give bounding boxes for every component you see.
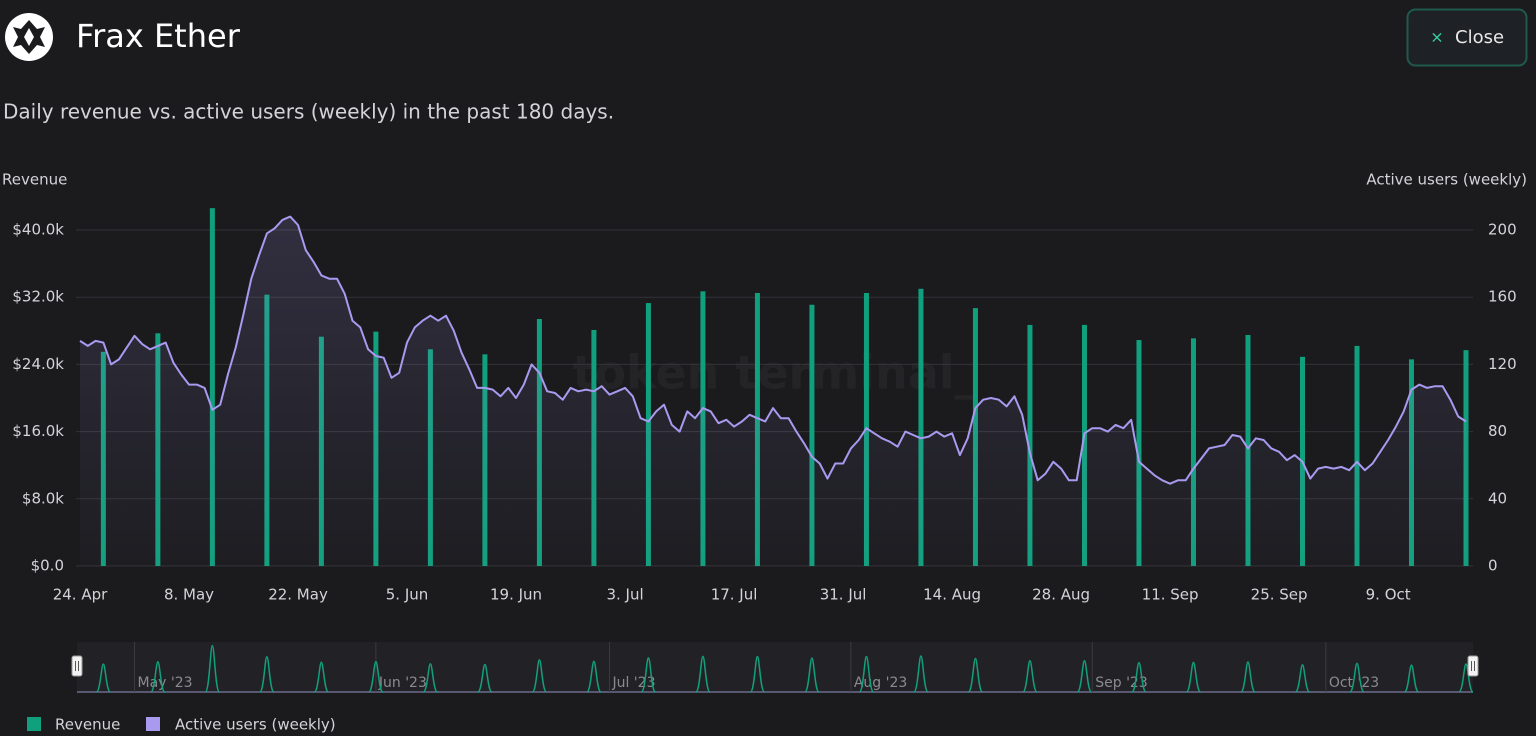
x-tick-label: 31. Jul <box>820 586 867 604</box>
navigator-bump <box>150 661 166 693</box>
navigator-bump <box>1349 662 1365 693</box>
x-tick-label: 11. Sep <box>1142 586 1199 604</box>
navigator-bump <box>749 655 766 693</box>
chart-subtitle: Daily revenue vs. active users (weekly) … <box>3 100 614 124</box>
close-icon: × <box>1430 28 1443 47</box>
navigator-handle[interactable] <box>71 655 83 677</box>
navigator-bump <box>1131 661 1147 693</box>
legend-label[interactable]: Revenue <box>55 716 120 734</box>
y2-tick-label: 120 <box>1488 355 1517 373</box>
legend-swatch[interactable] <box>27 717 41 731</box>
y-axis-title: Revenue <box>2 171 67 189</box>
navigator-bump <box>259 656 275 693</box>
close-button[interactable]: × Close <box>1406 8 1528 67</box>
line <box>79 215 1467 485</box>
navigator-bump <box>313 661 330 693</box>
x-tick-label: 24. Apr <box>53 586 108 604</box>
x-tick-label: 19. Jun <box>490 586 542 604</box>
navigator-bump <box>1403 664 1420 693</box>
bar <box>209 208 215 566</box>
y2-tick-label: 200 <box>1488 221 1517 239</box>
navigator-bump <box>531 659 548 693</box>
navigator-bump <box>1022 659 1038 693</box>
navigator-handle-body <box>71 655 83 677</box>
y2-tick-label: 40 <box>1488 489 1507 507</box>
x-tick-label: 22. May <box>268 586 328 604</box>
x-tick-label: 8. May <box>164 586 214 604</box>
y-tick-label: $24.0k <box>12 355 64 373</box>
plot <box>76 208 1473 567</box>
y2-tick-label: 0 <box>1488 557 1498 575</box>
y-tick-label: $40.0k <box>12 221 64 239</box>
navigator-bump <box>695 655 711 693</box>
x-tick-label: 14. Aug <box>923 586 981 604</box>
page-title: Frax Ether <box>76 17 241 55</box>
navigator-label: Jun '23 <box>378 675 427 691</box>
y2-tick-label: 80 <box>1488 422 1507 440</box>
bar <box>809 304 815 566</box>
logo <box>5 13 53 61</box>
y-tick-label: $32.0k <box>12 288 64 306</box>
bar <box>1190 338 1196 566</box>
navigator-bump <box>1458 663 1474 693</box>
navigator-bump <box>95 663 112 693</box>
navigator-bump <box>586 660 602 693</box>
navigator-handle-body <box>1467 655 1479 677</box>
navigator-bump <box>1076 659 1093 693</box>
navigator-bump <box>1294 664 1311 693</box>
line-area <box>80 216 1466 566</box>
navigator-bump <box>204 644 221 693</box>
navigator-label: Sep '23 <box>1095 675 1148 691</box>
navigator-bump <box>1185 661 1202 693</box>
navigator-label: May '23 <box>138 675 193 691</box>
navigator-handle[interactable] <box>1467 655 1479 677</box>
x-tick-label: 17. Jul <box>711 586 758 604</box>
watermark: token terminal_ <box>572 346 977 400</box>
y-tick-label: $16.0k <box>12 422 64 440</box>
x-tick-label: 5. Jun <box>386 586 429 604</box>
navigator-bump <box>804 657 820 693</box>
navigator[interactable] <box>77 642 1473 693</box>
x-tick-label: 9. Oct <box>1366 586 1411 604</box>
navigator-label: Jul '23 <box>611 675 655 691</box>
legend-swatch[interactable] <box>146 717 160 731</box>
bar <box>1136 340 1142 566</box>
navigator-bump <box>1240 661 1256 693</box>
legend-label[interactable]: Active users (weekly) <box>175 716 336 734</box>
close-label: Close <box>1455 27 1504 48</box>
navigator-bump <box>640 657 657 693</box>
bar <box>1027 324 1033 566</box>
navigator-bump <box>368 660 384 693</box>
navigator-label: Aug '23 <box>854 675 907 691</box>
y2-axis-title: Active users (weekly) <box>1366 171 1527 189</box>
navigator-bump <box>858 655 875 693</box>
bar <box>918 288 924 566</box>
y2-tick-label: 160 <box>1488 288 1517 306</box>
x-tick-label: 28. Aug <box>1032 586 1090 604</box>
y-tick-label: $8.0k <box>22 489 64 507</box>
y-tick-label: $0.0 <box>31 557 64 575</box>
navigator-bump <box>422 663 439 693</box>
navigator-bump <box>967 657 984 693</box>
navigator-bump <box>913 655 929 693</box>
x-tick-label: 3. Jul <box>606 586 643 604</box>
bar <box>1354 345 1360 566</box>
x-tick-label: 25. Sep <box>1251 586 1308 604</box>
navigator-content: May '23 Jun '23 Jul '23 Aug '23 Sep '23 Oct '… <box>71 642 1479 693</box>
navigator-bump <box>477 663 493 693</box>
